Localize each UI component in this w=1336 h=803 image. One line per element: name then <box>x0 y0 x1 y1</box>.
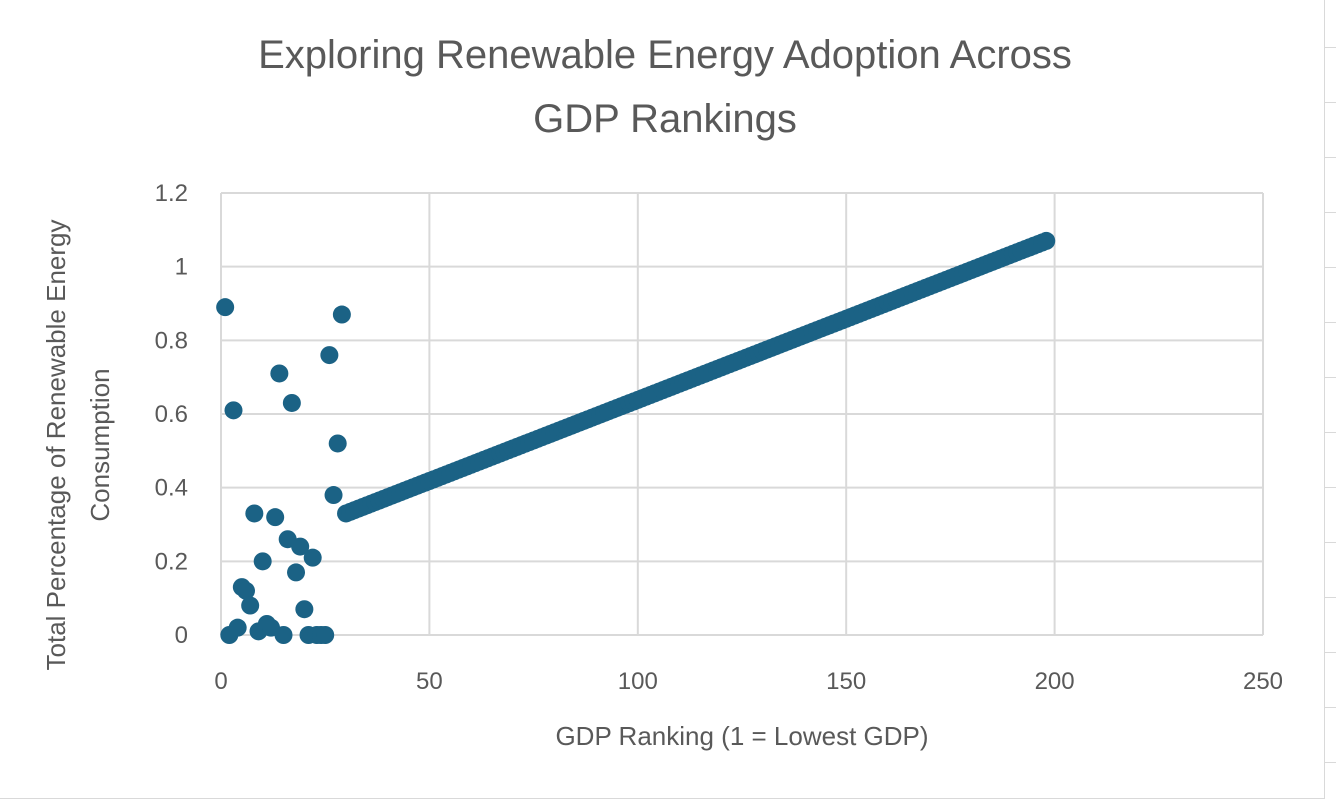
chart-title-line-2: GDP Rankings <box>533 97 797 141</box>
sheet-row-line <box>1325 322 1336 323</box>
y-tick-label: 0.6 <box>155 401 188 428</box>
sheet-row-line <box>1325 487 1336 488</box>
sheet-row-line <box>1325 707 1336 708</box>
data-point <box>324 486 343 505</box>
trend-data-point <box>1037 231 1056 250</box>
sheet-row-line <box>1325 432 1336 433</box>
data-point <box>237 581 256 600</box>
data-point <box>228 618 247 637</box>
data-point <box>253 552 272 571</box>
x-tick-label: 100 <box>618 668 658 695</box>
data-point <box>245 504 264 523</box>
sheet-row-line <box>1325 157 1336 158</box>
data-point <box>216 298 235 317</box>
y-tick-label: 0.4 <box>155 475 188 502</box>
sheet-edge-strip <box>1325 0 1336 800</box>
sheet-row-line <box>1325 47 1336 48</box>
data-point <box>274 626 293 644</box>
sheet-row-line <box>1325 102 1336 103</box>
y-axis-title-line-1: Total Percentage of Renewable Energy <box>41 220 71 671</box>
y-tick-label: 1 <box>175 254 188 281</box>
y-tick-label: 1.2 <box>155 180 188 207</box>
x-tick-label: 50 <box>416 668 443 695</box>
data-point <box>320 346 339 365</box>
x-tick-label: 150 <box>826 668 866 695</box>
data-point <box>224 401 243 420</box>
x-axis-title: GDP Ranking (1 = Lowest GDP) <box>555 721 928 751</box>
data-point <box>266 508 285 527</box>
axis-ticks: 0 50 100 150 200 250 0 0.2 0.4 0.6 0.8 1 1.2 <box>155 180 1283 695</box>
y-tick-label: 0.2 <box>155 548 188 575</box>
y-axis-title: Total Percentage of Renewable Energy Con… <box>41 220 115 671</box>
chart-title-line-1: Exploring Renewable Energy Adoption Acro… <box>258 33 1072 77</box>
sheet-row-line <box>1325 377 1336 378</box>
sheet-row-line <box>1325 267 1336 268</box>
data-points <box>216 231 1056 644</box>
data-point <box>282 393 301 412</box>
data-point <box>328 434 347 453</box>
data-point <box>332 305 351 324</box>
sheet-row-line <box>1325 762 1336 763</box>
y-tick-label: 0.8 <box>155 327 188 354</box>
data-point <box>303 548 322 567</box>
x-tick-label: 0 <box>214 668 227 695</box>
y-axis-title-line-2: Consumption <box>85 368 115 521</box>
data-point <box>295 600 314 619</box>
data-point <box>291 537 310 556</box>
sheet-row-line <box>1325 597 1336 598</box>
x-tick-label: 200 <box>1035 668 1075 695</box>
data-point <box>287 563 306 582</box>
grid <box>220 192 1264 636</box>
data-point <box>316 626 335 644</box>
sheet-row-line <box>1325 652 1336 653</box>
sheet-row-line <box>1325 542 1336 543</box>
data-point <box>270 364 289 383</box>
sheet-row-line <box>1325 212 1336 213</box>
y-tick-label: 0 <box>175 622 188 649</box>
x-tick-label: 250 <box>1243 668 1283 695</box>
data-point <box>241 596 260 615</box>
